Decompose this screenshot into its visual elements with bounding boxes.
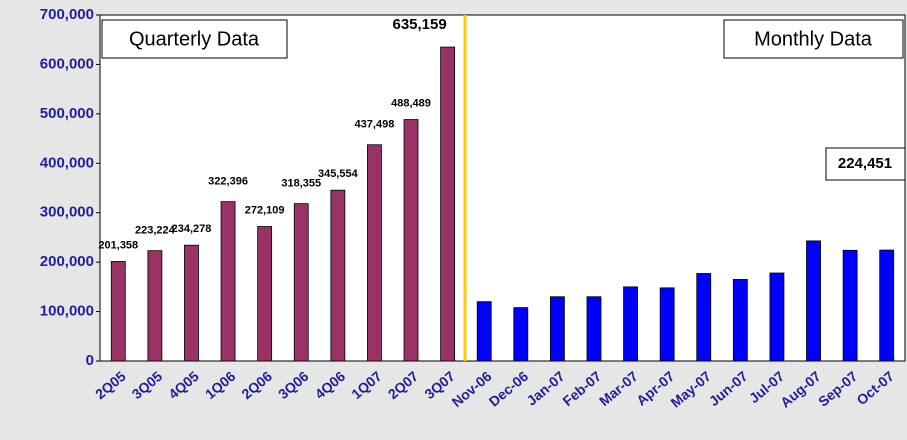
data-label: 322,396 — [208, 176, 248, 188]
x-tick-label: Mar-07 — [596, 368, 641, 409]
legend-box — [723, 19, 904, 59]
x-tick-label: Nov-06 — [448, 368, 494, 410]
bar — [696, 273, 712, 362]
bar — [257, 226, 273, 362]
x-tick-label: Jun-07 — [706, 368, 751, 409]
data-label: 272,109 — [245, 204, 285, 216]
x-tick-label: 4Q05 — [165, 368, 202, 402]
y-tick-label: 600,000 — [40, 55, 94, 72]
bar — [879, 249, 895, 362]
y-tick-label: 500,000 — [40, 105, 94, 122]
y-tick-label: 300,000 — [40, 204, 94, 221]
legend-box — [101, 19, 288, 59]
x-tick-label: Dec-06 — [486, 368, 532, 410]
bar — [367, 144, 382, 362]
bar — [403, 119, 419, 362]
bar — [293, 203, 309, 362]
bar — [769, 272, 785, 362]
bar — [549, 296, 565, 362]
data-label: 437,498 — [355, 119, 395, 131]
x-tick-label: Aug-07 — [777, 368, 824, 411]
data-label: 318,355 — [281, 178, 321, 190]
bar — [110, 261, 126, 362]
x-tick-label: 3Q06 — [275, 368, 312, 402]
bar — [220, 201, 236, 362]
x-tick-label: 4Q06 — [312, 368, 349, 402]
bar — [330, 189, 346, 362]
bar — [842, 249, 858, 362]
y-tick-label: 700,000 — [40, 6, 94, 23]
bar — [623, 286, 638, 362]
data-label: 488,489 — [391, 97, 431, 109]
x-tick-label: Sep-07 — [815, 368, 861, 410]
x-tick-label: 2Q06 — [238, 368, 275, 402]
x-tick-label: 1Q06 — [202, 368, 239, 402]
data-label: 201,358 — [98, 239, 138, 251]
data-label-box — [825, 147, 906, 181]
y-tick-label: 200,000 — [40, 253, 94, 270]
x-tick-label: 3Q05 — [129, 368, 166, 402]
x-tick-label: Feb-07 — [559, 368, 604, 409]
x-tick-label: 1Q07 — [348, 368, 385, 402]
x-tick-label: Oct-07 — [853, 368, 897, 408]
legend-label: Quarterly Data — [129, 28, 260, 50]
bar — [184, 244, 199, 362]
x-tick-label: 2Q05 — [92, 368, 129, 402]
x-tick-label: May-07 — [667, 368, 714, 411]
bar — [659, 287, 675, 362]
data-label: 635,159 — [392, 16, 446, 33]
bar — [476, 301, 492, 362]
x-tick-label: 2Q07 — [385, 368, 422, 402]
y-tick-label: 100,000 — [40, 303, 94, 320]
data-label: 234,278 — [172, 223, 212, 235]
data-label: 345,554 — [318, 168, 359, 180]
data-label: 223,224 — [135, 225, 176, 237]
legend-label: Monthly Data — [754, 28, 873, 50]
data-label: 224,451 — [838, 155, 892, 172]
bar — [732, 279, 748, 362]
bar — [806, 240, 821, 362]
bar — [586, 296, 602, 362]
y-tick-label: 400,000 — [40, 154, 94, 171]
bar — [513, 307, 529, 362]
bar — [147, 250, 163, 362]
bar — [440, 46, 456, 362]
y-tick-label: 0 — [86, 352, 94, 369]
x-tick-label: Jan-07 — [523, 368, 567, 409]
